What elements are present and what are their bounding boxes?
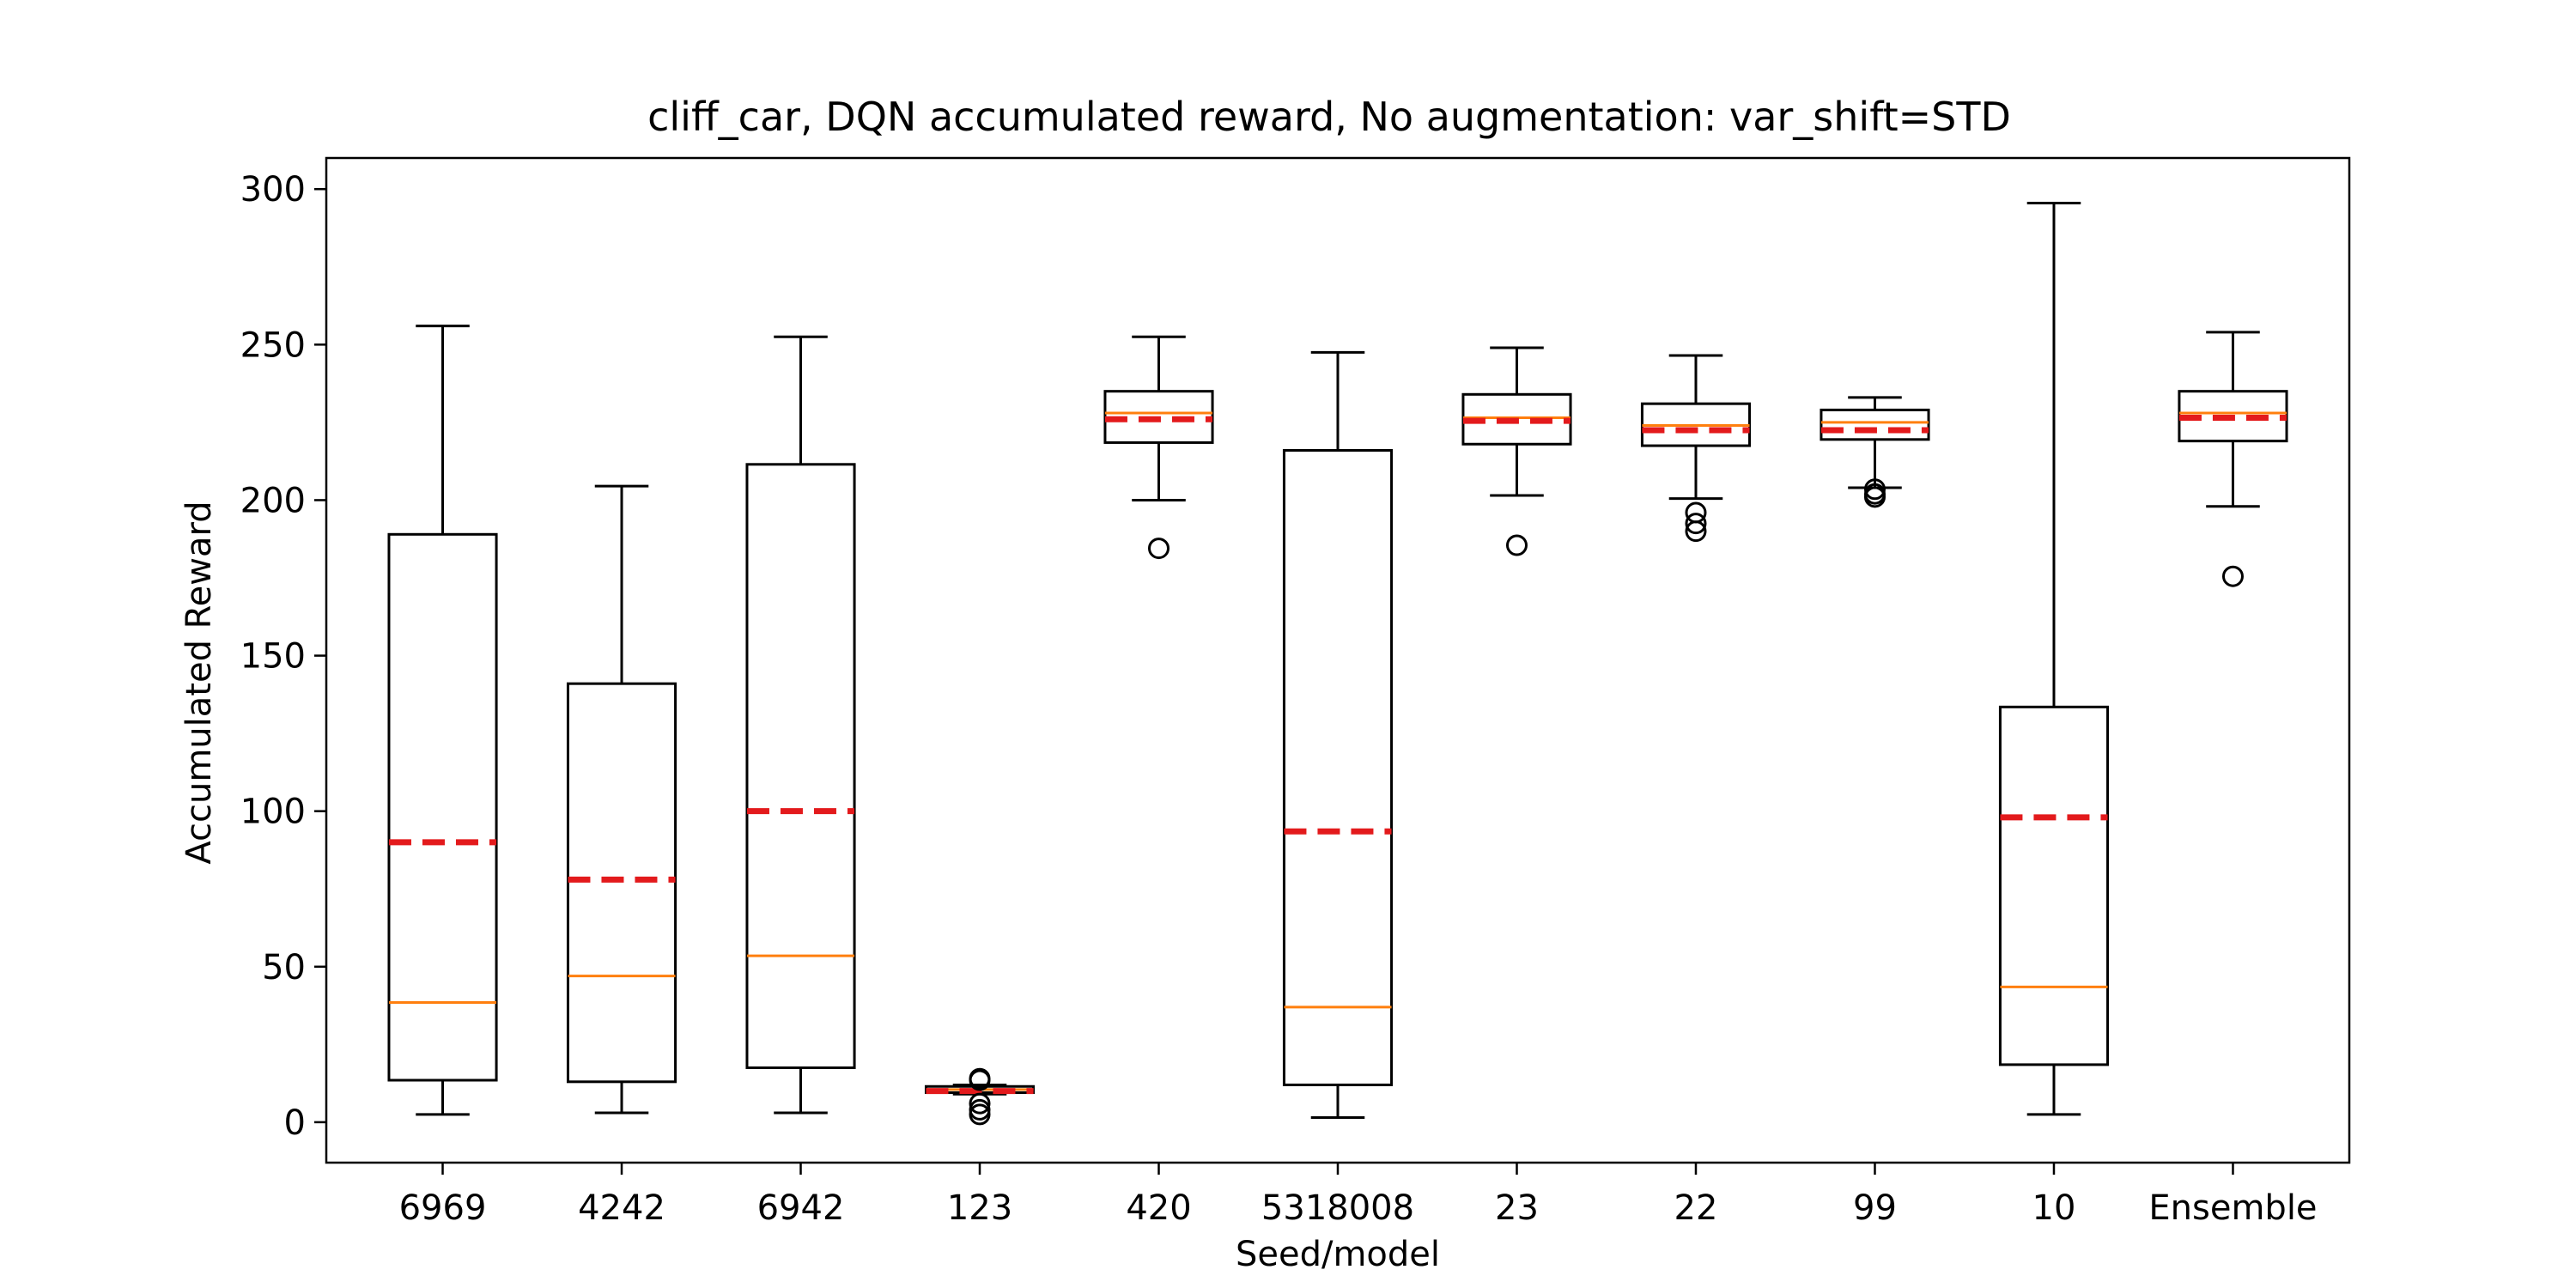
outlier-point (969, 1092, 991, 1115)
box-iqr (745, 463, 856, 1070)
x-tick-label: 123 (947, 1188, 1012, 1228)
x-tick-label: 99 (1853, 1188, 1897, 1228)
box-iqr (387, 532, 498, 1082)
box-iqr (566, 682, 677, 1084)
box-4242 (566, 484, 677, 1115)
outlier-point (1685, 501, 1707, 524)
x-tick-label: 10 (2032, 1188, 2076, 1228)
box-420 (1103, 335, 1214, 560)
box-123 (924, 1067, 1036, 1126)
x-tick-label: 22 (1674, 1188, 1718, 1228)
y-tick-label: 0 (284, 1103, 306, 1143)
y-axis-label: Accumulated Reward (179, 501, 219, 864)
box-6942 (745, 335, 856, 1115)
box-iqr (1282, 448, 1394, 1086)
x-tick-label: 6969 (399, 1188, 487, 1228)
box-6969 (387, 325, 498, 1116)
box-iqr (1998, 705, 2110, 1066)
y-axis: 0 50 100 150 200 250 300 (240, 170, 326, 1143)
box-Ensemble (2178, 331, 2288, 587)
y-tick-label: 200 (240, 481, 306, 520)
y-tick-label: 100 (240, 793, 306, 832)
x-tick-label: 6942 (757, 1188, 845, 1228)
x-tick-label: Ensemble (2148, 1188, 2317, 1228)
x-tick-label: 420 (1126, 1188, 1191, 1228)
x-axis: 6969 4242 6942 123 420 5318008 23 22 99 10 Ensembl… (399, 1163, 2318, 1228)
x-tick-label: 23 (1495, 1188, 1539, 1228)
outlier-point (1148, 538, 1170, 560)
box-22 (1640, 354, 1752, 543)
box-99 (1820, 396, 1930, 508)
plot-frame (325, 156, 2351, 1164)
x-tick-label: 4242 (578, 1188, 665, 1228)
x-tick-label: 5318008 (1261, 1188, 1414, 1228)
y-tick-label: 250 (240, 325, 306, 365)
outlier-point (969, 1098, 991, 1121)
outlier-point (969, 1067, 991, 1090)
box-10 (1998, 202, 2110, 1116)
y-tick-label: 50 (262, 948, 306, 987)
outlier-point (969, 1103, 991, 1126)
x-axis-label: Seed/model (1236, 1235, 1440, 1274)
box-23 (1461, 346, 1572, 556)
box-iqr (1820, 408, 1930, 441)
outlier-point (1863, 478, 1886, 501)
outlier-point (1505, 534, 1528, 556)
box-5318008 (1282, 350, 1394, 1119)
outlier-point (1685, 513, 1707, 535)
chart-title: cliff_car, DQN accumulated reward, No au… (647, 94, 2011, 140)
plot-area (387, 202, 2288, 1126)
y-tick-label: 150 (240, 637, 306, 677)
y-tick-label: 300 (240, 170, 306, 210)
outlier-point (2221, 565, 2244, 587)
